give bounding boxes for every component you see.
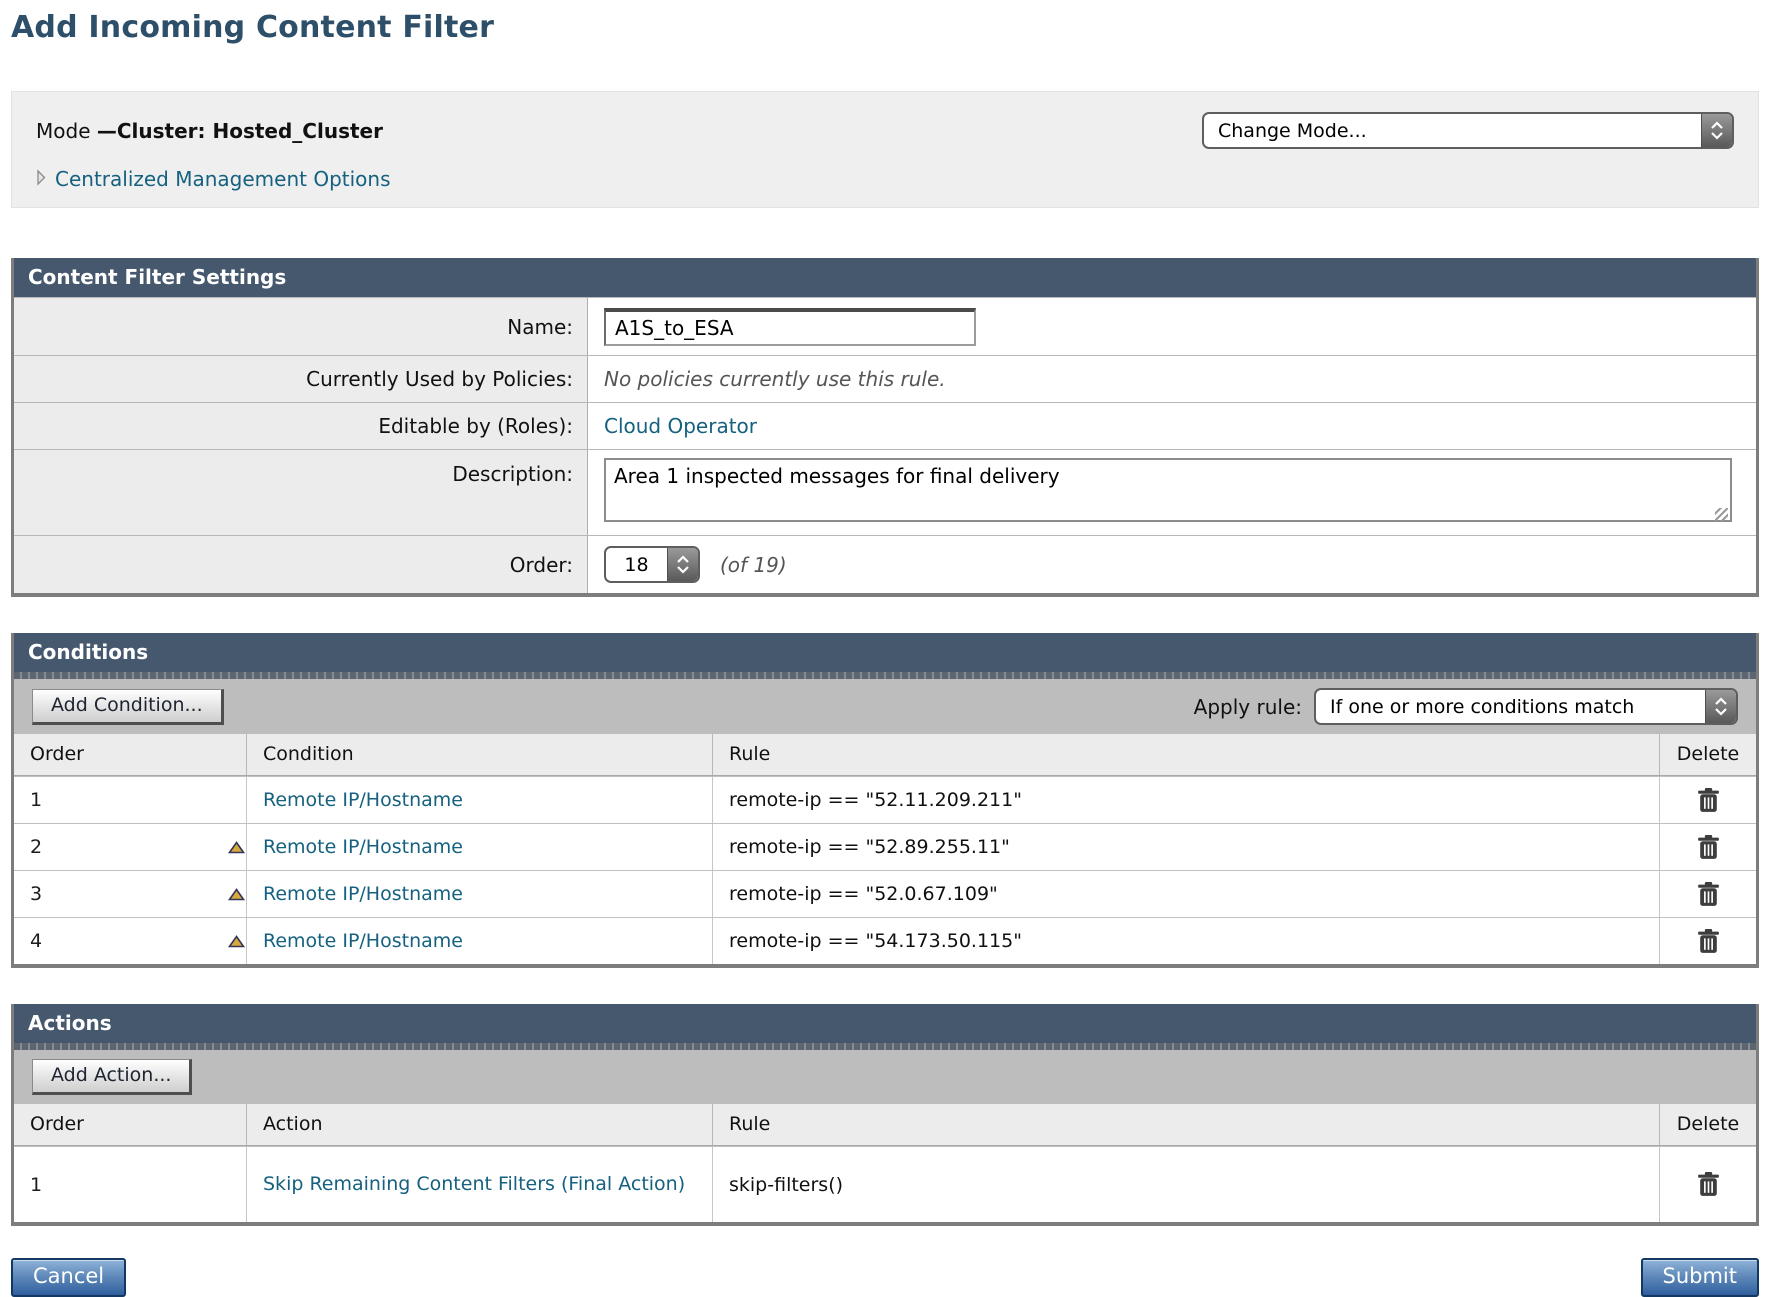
action-order: 1 — [30, 1173, 43, 1196]
condition-link[interactable]: Remote IP/Hostname — [263, 883, 463, 905]
settings-panel-header: Content Filter Settings — [14, 258, 1756, 297]
move-up-icon[interactable] — [227, 887, 246, 902]
name-row: Name: — [14, 297, 1756, 355]
footer-buttons: Cancel Submit — [11, 1258, 1759, 1297]
condition-order: 2 — [30, 836, 43, 858]
order-select[interactable]: 18 — [604, 546, 700, 583]
action-link[interactable]: Skip Remaining Content Filters (Final Ac… — [263, 1172, 686, 1195]
action-row: 1 Skip Remaining Content Filters (Final … — [14, 1146, 1756, 1222]
condition-link[interactable]: Remote IP/Hostname — [263, 930, 463, 952]
actions-panel: Actions Add Action... Order Action Rule … — [11, 1004, 1759, 1226]
order-total-text: (of 19) — [720, 552, 787, 577]
condition-link[interactable]: Remote IP/Hostname — [263, 789, 463, 811]
description-textarea-wrap: Area 1 inspected messages for final deli… — [604, 458, 1732, 527]
move-up-icon[interactable] — [227, 934, 246, 949]
select-stepper-icon — [667, 548, 698, 581]
order-row: Order: 18 (of 19) — [14, 535, 1756, 593]
description-row: Description: Area 1 inspected messages f… — [14, 449, 1756, 535]
action-rule: skip-filters() — [729, 1173, 844, 1196]
conditions-toolbar: Add Condition... Apply rule: If one or m… — [14, 679, 1756, 734]
condition-order: 1 — [30, 789, 43, 811]
delete-trash-icon[interactable] — [1696, 1171, 1721, 1198]
conditions-table-header: Order Condition Rule Delete — [14, 734, 1756, 776]
policies-label: Currently Used by Policies: — [14, 356, 588, 402]
roles-row: Editable by (Roles): Cloud Operator — [14, 402, 1756, 449]
condition-rule: remote-ip == "52.0.67.109" — [729, 883, 998, 905]
condition-row: 2 Remote IP/Hostname remote-ip == "52.89… — [14, 823, 1756, 870]
centralized-management-link[interactable]: Centralized Management Options — [55, 167, 391, 191]
content-filter-settings-panel: Content Filter Settings Name: Currently … — [11, 258, 1759, 597]
condition-order: 4 — [30, 930, 43, 952]
change-mode-select-value: Change Mode... — [1218, 119, 1367, 142]
condition-rule: remote-ip == "54.173.50.115" — [729, 930, 1022, 952]
change-mode-select[interactable]: Change Mode... — [1202, 112, 1734, 149]
mode-value: —Cluster: Hosted_Cluster — [96, 118, 383, 143]
policies-row: Currently Used by Policies: No policies … — [14, 355, 1756, 402]
condition-row: 1 Remote IP/Hostname remote-ip == "52.11… — [14, 776, 1756, 823]
delete-trash-icon[interactable] — [1696, 928, 1721, 955]
actions-panel-header: Actions — [14, 1004, 1756, 1043]
col-order: Order — [30, 743, 84, 765]
order-label: Order: — [14, 536, 588, 593]
name-label: Name: — [14, 298, 588, 355]
conditions-panel-header: Conditions — [14, 633, 1756, 672]
col-order: Order — [30, 1113, 84, 1135]
col-action: Action — [246, 1104, 712, 1145]
delete-trash-icon[interactable] — [1696, 881, 1721, 908]
apply-rule-select-value: If one or more conditions match — [1330, 695, 1635, 718]
condition-row: 3 Remote IP/Hostname remote-ip == "52.0.… — [14, 870, 1756, 917]
name-input[interactable] — [604, 307, 976, 346]
order-select-value: 18 — [624, 553, 649, 576]
mode-text: Mode —Cluster: Hosted_Cluster — [36, 119, 383, 143]
actions-toolbar: Add Action... — [14, 1050, 1756, 1104]
actions-table-header: Order Action Rule Delete — [14, 1104, 1756, 1146]
apply-rule-select[interactable]: If one or more conditions match — [1314, 688, 1738, 725]
conditions-panel: Conditions Add Condition... Apply rule: … — [11, 633, 1759, 968]
description-label: Description: — [14, 450, 588, 535]
roles-label: Editable by (Roles): — [14, 403, 588, 449]
condition-link[interactable]: Remote IP/Hostname — [263, 836, 463, 858]
select-stepper-icon — [1705, 690, 1736, 723]
col-delete: Delete — [1659, 734, 1756, 775]
mode-label: Mode — [36, 118, 97, 143]
col-condition: Condition — [246, 734, 712, 775]
condition-rule: remote-ip == "52.11.209.211" — [729, 789, 1022, 811]
mode-section: Mode —Cluster: Hosted_Cluster Change Mod… — [11, 91, 1759, 208]
policies-value: No policies currently use this rule. — [604, 367, 946, 391]
condition-rule: remote-ip == "52.89.255.11" — [729, 836, 1010, 858]
delete-trash-icon[interactable] — [1696, 834, 1721, 861]
add-action-button[interactable]: Add Action... — [32, 1059, 193, 1095]
move-up-icon[interactable] — [227, 840, 246, 855]
description-textarea[interactable]: Area 1 inspected messages for final deli… — [604, 458, 1732, 522]
hatch-divider — [14, 672, 1756, 679]
submit-button[interactable]: Submit — [1640, 1258, 1759, 1297]
disclosure-triangle-icon[interactable] — [36, 168, 46, 190]
centralized-management-row: Centralized Management Options — [36, 167, 1734, 191]
condition-row: 4 Remote IP/Hostname remote-ip == "54.17… — [14, 917, 1756, 964]
roles-link[interactable]: Cloud Operator — [604, 414, 758, 438]
mode-row: Mode —Cluster: Hosted_Cluster Change Mod… — [36, 112, 1734, 149]
col-delete: Delete — [1659, 1104, 1756, 1145]
add-condition-button[interactable]: Add Condition... — [32, 688, 224, 725]
col-rule: Rule — [712, 1104, 1659, 1145]
delete-trash-icon[interactable] — [1696, 787, 1721, 814]
page-title: Add Incoming Content Filter — [11, 10, 495, 45]
condition-order: 3 — [30, 883, 43, 905]
cancel-button[interactable]: Cancel — [11, 1258, 127, 1297]
select-stepper-icon — [1701, 114, 1732, 147]
col-rule: Rule — [712, 734, 1659, 775]
hatch-divider — [14, 1043, 1756, 1050]
apply-rule-label: Apply rule: — [1193, 694, 1302, 719]
